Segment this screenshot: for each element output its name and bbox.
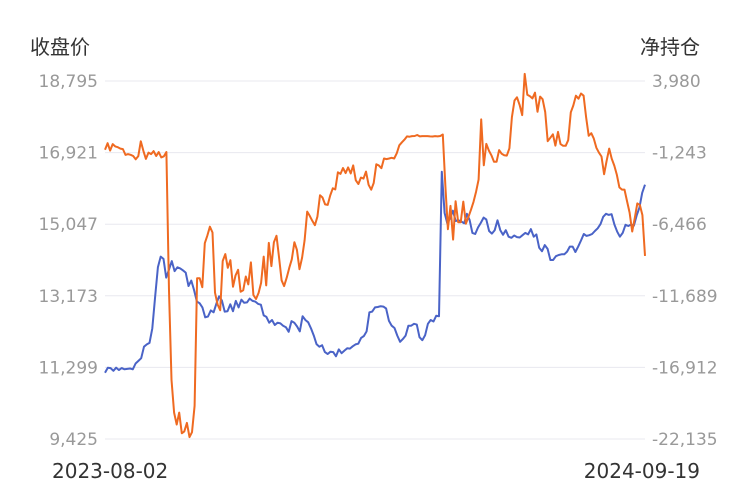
- left-tick-label: 11,299: [39, 358, 98, 378]
- x-axis-end-date: 2024-09-19: [584, 459, 700, 483]
- right-axis-title: 净持仓: [640, 35, 700, 59]
- left-tick-label: 15,047: [39, 215, 98, 235]
- left-axis-ticks: 18,795 16,921 15,047 13,173 11,299 9,425: [39, 72, 98, 450]
- gridlines: [105, 80, 645, 440]
- left-tick-label: 13,173: [39, 287, 98, 307]
- left-tick-label: 9,425: [49, 430, 98, 450]
- right-tick-label: -22,135: [652, 430, 718, 450]
- left-tick-label: 18,795: [39, 72, 98, 92]
- right-axis-ticks: 3,980 -1,243 -6,466 -11,689 -16,912 -22,135: [652, 72, 718, 450]
- series-layer: [104, 72, 646, 439]
- right-tick-label: -11,689: [652, 287, 718, 307]
- x-axis-start-date: 2023-08-02: [52, 459, 168, 483]
- right-tick-label: 3,980: [652, 72, 701, 92]
- close-price-line: [104, 170, 646, 374]
- net-position-line: [104, 72, 646, 439]
- right-tick-label: -16,912: [652, 358, 718, 378]
- left-tick-label: 16,921: [39, 144, 98, 164]
- right-tick-label: -6,466: [652, 215, 707, 235]
- left-axis-title: 收盘价: [30, 35, 90, 59]
- right-tick-label: -1,243: [652, 144, 707, 164]
